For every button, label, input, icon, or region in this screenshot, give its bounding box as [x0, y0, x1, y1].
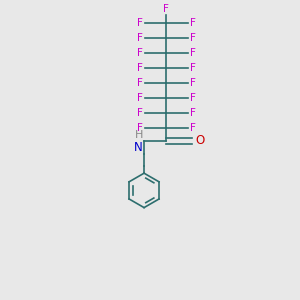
Text: F: F: [137, 33, 142, 43]
Text: F: F: [190, 123, 196, 133]
Text: F: F: [137, 108, 142, 118]
Text: F: F: [137, 78, 142, 88]
Text: F: F: [190, 108, 196, 118]
Text: F: F: [137, 93, 142, 103]
Text: F: F: [190, 48, 196, 58]
Text: F: F: [137, 63, 142, 73]
Text: F: F: [190, 33, 196, 43]
Text: F: F: [137, 123, 142, 133]
Text: F: F: [137, 48, 142, 58]
Text: F: F: [164, 4, 169, 14]
Text: F: F: [137, 18, 142, 28]
Text: N: N: [134, 141, 143, 154]
Text: F: F: [190, 78, 196, 88]
Text: F: F: [190, 18, 196, 28]
Text: F: F: [190, 93, 196, 103]
Text: H: H: [134, 130, 143, 140]
Text: F: F: [190, 63, 196, 73]
Text: O: O: [195, 134, 204, 147]
